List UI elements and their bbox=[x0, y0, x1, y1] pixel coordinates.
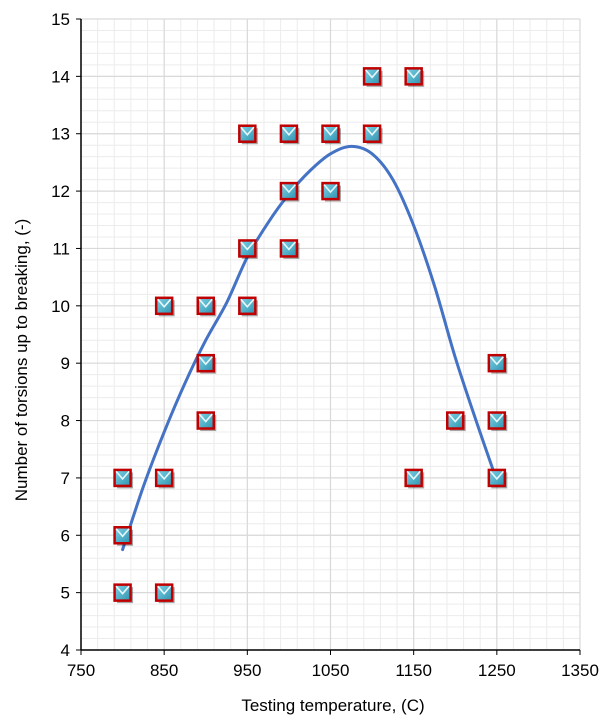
x-tick-label: 1250 bbox=[478, 661, 516, 680]
y-tick-label: 4 bbox=[61, 641, 70, 660]
data-point-highlight bbox=[281, 184, 297, 194]
data-point-highlight bbox=[406, 470, 421, 481]
data-point bbox=[113, 468, 134, 489]
data-point-highlight bbox=[281, 126, 297, 136]
data-point-highlight bbox=[448, 413, 463, 423]
data-point-highlight bbox=[157, 298, 172, 309]
data-point bbox=[279, 124, 300, 145]
data-point-highlight bbox=[489, 470, 504, 481]
data-point-highlight bbox=[198, 356, 213, 366]
y-tick-label: 6 bbox=[61, 526, 70, 545]
x-tick-labels: 750 850 950 1050 1150 1250 1350 bbox=[67, 650, 599, 680]
fit-curve-layer bbox=[121, 144, 499, 552]
data-point-highlight bbox=[323, 126, 338, 136]
y-tick-label: 11 bbox=[52, 239, 70, 258]
data-point bbox=[321, 124, 341, 145]
y-axis-title: Number of torsions up to breaking, (-) bbox=[12, 219, 31, 502]
y-tick-label: 14 bbox=[51, 67, 70, 86]
data-point bbox=[154, 296, 175, 317]
data-point-highlight bbox=[364, 69, 380, 79]
y-tick-labels: 4 5 6 7 8 9 10 11 12 13 14 15 bbox=[51, 10, 81, 660]
data-point bbox=[196, 296, 217, 317]
data-point-highlight bbox=[157, 585, 172, 595]
data-point-highlight bbox=[115, 470, 130, 481]
data-point-highlight bbox=[198, 413, 213, 423]
data-point bbox=[238, 239, 258, 259]
y-tick-label: 13 bbox=[51, 125, 70, 144]
data-point-highlight bbox=[240, 241, 255, 251]
data-point bbox=[196, 353, 217, 374]
data-point bbox=[404, 468, 425, 489]
data-points-layer bbox=[113, 67, 508, 604]
data-point bbox=[238, 296, 258, 317]
data-point bbox=[362, 67, 383, 87]
y-tick-label: 8 bbox=[61, 412, 70, 431]
data-point bbox=[154, 583, 175, 604]
x-tick-label: 1150 bbox=[395, 661, 432, 680]
data-point bbox=[279, 181, 300, 202]
data-point-highlight bbox=[281, 241, 297, 251]
data-point bbox=[404, 67, 425, 87]
major-gridlines bbox=[80, 18, 581, 651]
data-point bbox=[446, 411, 466, 432]
data-point-highlight bbox=[406, 69, 421, 79]
data-point bbox=[321, 181, 341, 202]
x-tick-label: 950 bbox=[233, 661, 261, 680]
data-point bbox=[362, 124, 383, 145]
x-tick-label: 1050 bbox=[312, 661, 350, 680]
x-axis-title: Testing temperature, (C) bbox=[241, 696, 424, 715]
y-tick-label: 10 bbox=[51, 297, 70, 316]
data-point-highlight bbox=[489, 356, 504, 366]
y-tick-label: 12 bbox=[51, 182, 70, 201]
y-tick-label: 15 bbox=[51, 10, 70, 29]
y-tick-label: 9 bbox=[61, 354, 70, 373]
fit-curve bbox=[121, 144, 499, 552]
data-point-highlight bbox=[198, 298, 213, 309]
data-point bbox=[487, 353, 508, 374]
data-point-highlight bbox=[240, 126, 255, 136]
data-point-highlight bbox=[364, 126, 380, 136]
data-point-highlight bbox=[115, 528, 130, 538]
data-point-highlight bbox=[115, 585, 130, 595]
data-point bbox=[279, 239, 300, 259]
data-point bbox=[487, 468, 508, 489]
data-point bbox=[154, 468, 175, 489]
x-tick-label: 750 bbox=[67, 661, 95, 680]
data-point bbox=[487, 411, 508, 432]
y-tick-label: 5 bbox=[61, 584, 70, 603]
data-point bbox=[238, 124, 258, 145]
data-point-highlight bbox=[489, 413, 504, 423]
y-tick-label: 7 bbox=[61, 469, 70, 488]
data-point bbox=[196, 411, 217, 432]
x-tick-label: 850 bbox=[150, 661, 178, 680]
data-point-highlight bbox=[157, 470, 172, 481]
data-point-highlight bbox=[240, 298, 255, 309]
data-point-highlight bbox=[323, 184, 338, 194]
data-point bbox=[113, 526, 134, 546]
data-point bbox=[113, 583, 134, 604]
x-tick-label: 1350 bbox=[561, 661, 599, 680]
